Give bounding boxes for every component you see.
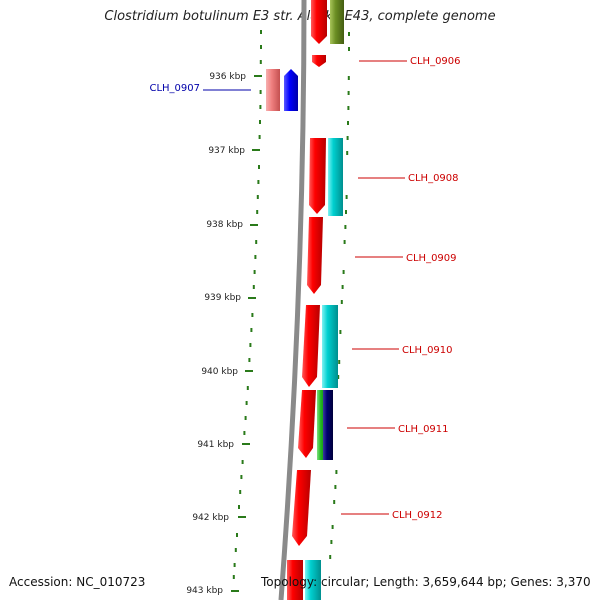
gene-arrow-red (307, 217, 323, 294)
major-tick-938 (250, 224, 258, 226)
ruler-label: 938 kbp (206, 220, 243, 230)
ruler-label: 942 kbp (192, 513, 229, 523)
tick-track-left (232, 30, 262, 579)
ruler-label: 940 kbp (201, 367, 238, 377)
gene-label-clh-0910[interactable]: CLH_0910 (402, 345, 453, 356)
major-tick-940 (245, 370, 253, 372)
gene-label-leaders (203, 60, 407, 515)
gene-features (266, 0, 344, 600)
gene-label-clh-0907[interactable]: CLH_0907 (149, 83, 200, 94)
gene-block-navy (323, 390, 333, 460)
ruler-label: 941 kbp (197, 440, 234, 450)
gene-arrow-red (298, 390, 316, 458)
gene-block-pink (266, 69, 280, 111)
ruler-label: 936 kbp (209, 72, 246, 82)
genome-backbone (278, 0, 307, 600)
ruler-labels: 936 kbp 937 kbp 938 kbp 939 kbp 940 kbp … (186, 72, 246, 596)
gene-block-cyan (328, 138, 343, 216)
gene-label-clh-0911[interactable]: CLH_0911 (398, 424, 449, 435)
gene-arrow-red (312, 55, 326, 67)
ruler-label: 937 kbp (208, 146, 245, 156)
gene-labels: CLH_0906 CLH_0907 CLH_0908 CLH_0909 CLH_… (149, 56, 460, 521)
gene-label-clh-0908[interactable]: CLH_0908 (408, 173, 459, 184)
gene-arrow-blue (284, 69, 298, 111)
ruler-label: 943 kbp (186, 586, 223, 596)
gene-block-cyan (322, 305, 338, 388)
gene-label-clh-0906[interactable]: CLH_0906 (410, 56, 461, 67)
gene-label-clh-0909[interactable]: CLH_0909 (406, 253, 457, 264)
gene-block-cyan (305, 560, 321, 600)
gene-arrow-red (302, 305, 320, 387)
major-tick-939 (248, 297, 256, 299)
gene-label-clh-0912[interactable]: CLH_0912 (392, 510, 443, 521)
gene-arrow-red (309, 138, 326, 214)
accession-text: Accession: NC_010723 (9, 575, 146, 589)
major-tick-942 (238, 516, 246, 518)
gene-block-green (317, 390, 326, 460)
gene-arrow-red (311, 0, 327, 44)
major-tick-937 (252, 149, 260, 151)
topology-text: Topology: circular; Length: 3,659,644 bp… (261, 575, 591, 589)
ruler-label: 939 kbp (204, 293, 241, 303)
major-tick-941 (242, 443, 250, 445)
tick-track-right (329, 32, 350, 559)
map-title: Clostridium botulinum E3 str. Alaska E43… (104, 9, 496, 24)
major-tick-943 (231, 590, 239, 592)
ruler-major-ticks (231, 75, 262, 592)
gene-block-red (287, 560, 303, 600)
gene-arrow-red (292, 470, 311, 546)
gene-block-olive (330, 0, 344, 44)
major-tick-936 (254, 75, 262, 77)
